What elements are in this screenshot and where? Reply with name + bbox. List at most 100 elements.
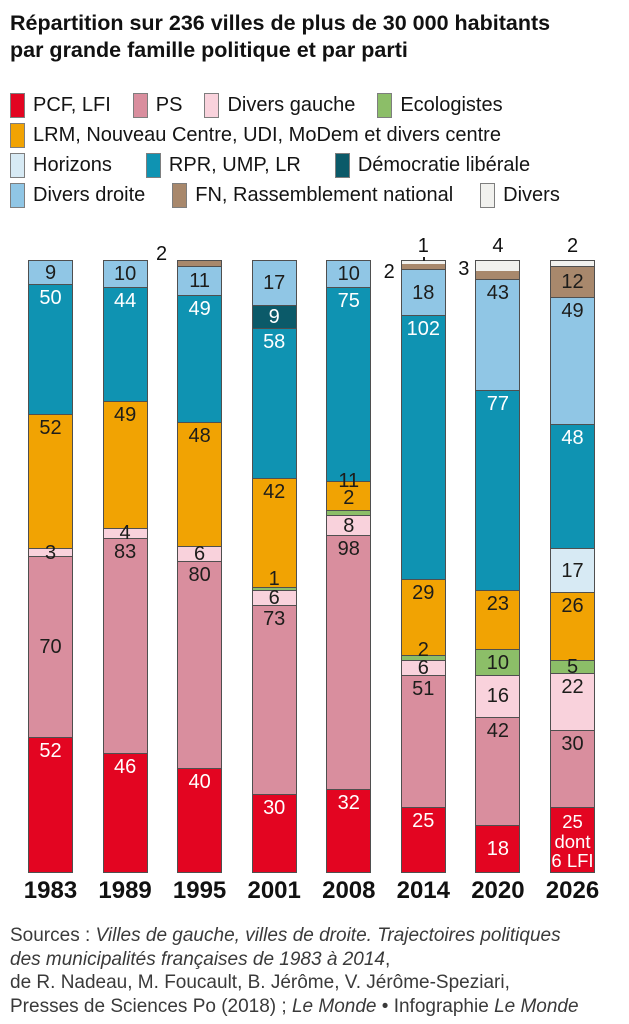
segment-value: 50 bbox=[39, 287, 62, 310]
segment-value: 22 bbox=[561, 675, 584, 698]
segment-rpr_ump_lr: 75 bbox=[327, 286, 371, 482]
segment-ps: 30 bbox=[551, 729, 594, 808]
source-note: Sources : Villes de gauche, villes de dr… bbox=[10, 924, 579, 1018]
legend-item-fn_rn: FN, Rassemblement national bbox=[172, 182, 453, 208]
bar-2020: 4 3 43 77 23 10 16 42 18 bbox=[458, 236, 521, 873]
year-label-1995: 1995 bbox=[172, 877, 227, 904]
segment-dvd: 17 bbox=[252, 261, 296, 305]
segment-value: 102 bbox=[406, 318, 440, 341]
legend-item-eco: Ecologistes bbox=[377, 92, 503, 118]
segment-value: 17 bbox=[561, 559, 584, 582]
legend-item-divers: Divers bbox=[480, 182, 560, 208]
segment-centre: 49 bbox=[103, 400, 147, 528]
legend-row: Horizons RPR, UMP, LR Démocratie libérale bbox=[10, 150, 622, 180]
segment-ps: 98 bbox=[327, 535, 371, 790]
segment-centre: 26 bbox=[551, 592, 594, 660]
segment-rpr_ump_lr: 58 bbox=[252, 328, 296, 479]
legend: PCF, LFI PS Divers gauche Ecologistes LRM, N… bbox=[10, 90, 622, 210]
segment-value: 40 bbox=[188, 771, 211, 794]
legend-swatch-dvg bbox=[204, 92, 220, 118]
callout-label-fn_rn: 3 bbox=[458, 258, 470, 280]
segment-value: 9 bbox=[44, 261, 57, 284]
year-label-2026: 2026 bbox=[545, 877, 600, 904]
segment-fn_rn bbox=[401, 263, 445, 269]
segment-dvg: 16 bbox=[476, 675, 520, 717]
segment-centre: 23 bbox=[476, 589, 520, 650]
legend-swatch-centre bbox=[10, 122, 25, 148]
segment-value: 49 bbox=[188, 297, 211, 320]
segment-value: 49 bbox=[113, 403, 137, 426]
segment-value: 42 bbox=[486, 719, 510, 742]
segment-eco: 10 bbox=[476, 649, 520, 676]
legend-item-centre: LRM, Nouveau Centre, UDI, MoDem et diver… bbox=[10, 122, 501, 148]
segment-value: 75 bbox=[337, 289, 360, 312]
source-line: de R. Nadeau, M. Foucault, B. Jérôme, V.… bbox=[10, 972, 510, 994]
segment-ps: 83 bbox=[103, 538, 147, 753]
legend-label: Démocratie libérale bbox=[357, 153, 531, 176]
segment-value: 25 bbox=[412, 810, 435, 833]
legend-row: Divers droite FN, Rassemblement national D… bbox=[10, 180, 622, 210]
segment-value: 44 bbox=[113, 289, 137, 312]
segment-pcf_lfi: 25 bbox=[401, 807, 445, 872]
chart-title-line1: Répartition sur 236 villes de plus de 30… bbox=[10, 11, 551, 35]
segment-rpr_ump_lr: 50 bbox=[29, 284, 72, 414]
segment-value: 12 bbox=[561, 271, 584, 294]
segment-value: 51 bbox=[412, 678, 435, 701]
callout-label-fn_rn: 2 bbox=[383, 261, 395, 283]
segment-value: 32 bbox=[337, 792, 360, 815]
segment-value: 23 bbox=[486, 592, 510, 615]
segment-value: 30 bbox=[263, 797, 286, 820]
legend-label: RPR, UMP, LR bbox=[168, 153, 301, 176]
segment-value: 42 bbox=[263, 481, 286, 504]
legend-label: Divers gauche bbox=[227, 93, 356, 116]
segment-value: 48 bbox=[561, 427, 584, 450]
bar-1995: 2 11 49 48 6 80 40 bbox=[156, 244, 223, 873]
stacked-bar-chart: 9 50 52 3 70 52 1983 10 44 49 4 83 46 1989 2 11 49 48 6 80 4… bbox=[0, 236, 629, 915]
segment-value: 9 bbox=[268, 306, 280, 329]
segment-value: 25 dont 6 LFI bbox=[551, 811, 594, 872]
segment-rpr_ump_lr: 44 bbox=[103, 286, 147, 401]
chart-title-line2: par grande famille politique et par part… bbox=[10, 38, 408, 63]
segment-value: 52 bbox=[39, 740, 62, 763]
segment-value: 18 bbox=[412, 281, 435, 304]
segment-ps: 51 bbox=[401, 675, 445, 808]
legend-swatch-ps bbox=[132, 92, 148, 118]
segment-eco: 5 bbox=[551, 657, 594, 677]
segment-dvg: 6 bbox=[401, 658, 445, 678]
segment-centre: 11 bbox=[327, 471, 371, 510]
legend-item-horizons: Horizons bbox=[10, 152, 112, 178]
legend-swatch-fn_rn bbox=[172, 182, 188, 208]
segment-value: 17 bbox=[263, 272, 286, 294]
legend-swatch-dl bbox=[334, 152, 350, 178]
segment-value: 26 bbox=[561, 595, 584, 618]
year-label-1983: 1983 bbox=[23, 877, 78, 904]
legend-item-ps: PS bbox=[132, 92, 182, 118]
segment-divers bbox=[551, 261, 594, 267]
segment-value: 46 bbox=[113, 755, 137, 778]
callout-label-divers: 1 bbox=[417, 235, 429, 257]
segment-ps: 73 bbox=[252, 605, 296, 795]
segment-rpr_ump_lr: 102 bbox=[401, 315, 445, 580]
segment-value: 10 bbox=[486, 651, 510, 674]
callout-label-divers: 4 bbox=[492, 235, 504, 257]
legend-label: Divers droite bbox=[33, 183, 146, 206]
segment-horizons: 17 bbox=[551, 548, 594, 593]
segment-pcf_lfi: 30 bbox=[252, 794, 296, 872]
bar-1989: 10 44 49 4 83 46 bbox=[102, 260, 148, 873]
source-line: Presses de Sciences Po (2018) ; Le Monde… bbox=[10, 995, 579, 1017]
segment-rpr_ump_lr: 48 bbox=[551, 424, 594, 549]
segment-value: 83 bbox=[113, 541, 137, 563]
segment-value: 10 bbox=[337, 262, 360, 285]
callout-label-fn_rn: 2 bbox=[155, 243, 168, 265]
legend-swatch-eco bbox=[377, 92, 393, 118]
segment-dvg: 3 bbox=[29, 543, 72, 563]
segment-pcf_lfi: 40 bbox=[178, 768, 222, 872]
bar-1983: 9 50 52 3 70 52 bbox=[28, 260, 73, 873]
bar-2001: 17 9 58 42 1 6 73 30 bbox=[251, 260, 297, 873]
segment-value: 77 bbox=[486, 393, 510, 416]
legend-row: LRM, Nouveau Centre, UDI, MoDem et diver… bbox=[10, 120, 622, 150]
callout-label-divers: 2 bbox=[566, 235, 579, 257]
segment-value: 98 bbox=[337, 538, 360, 561]
legend-row: PCF, LFI PS Divers gauche Ecologistes bbox=[10, 90, 622, 120]
segment-dl: 9 bbox=[252, 305, 296, 329]
